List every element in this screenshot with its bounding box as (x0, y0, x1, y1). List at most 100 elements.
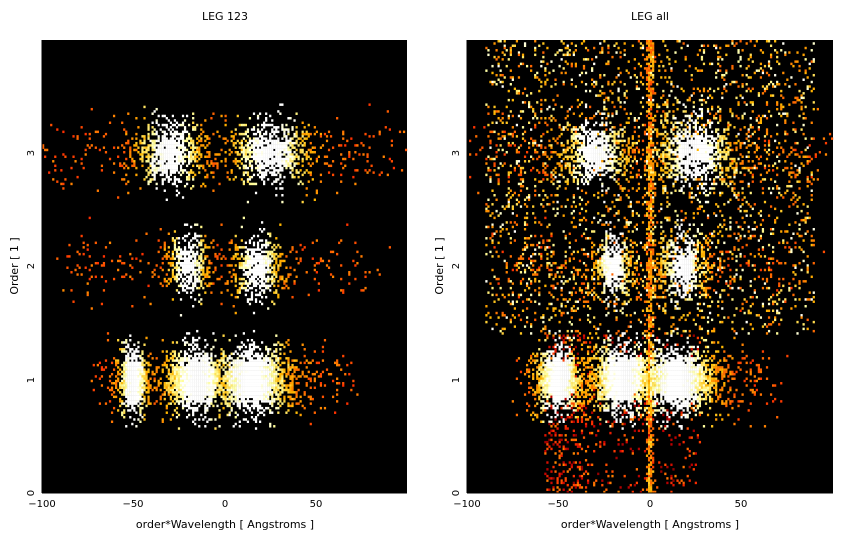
heatmap-cell (261, 137, 264, 140)
heatmap-cell (188, 391, 191, 394)
heatmap-cell (495, 49, 498, 52)
heatmap-cell (194, 232, 197, 235)
heatmap-cell (183, 153, 187, 156)
heatmap-cell (194, 157, 197, 161)
heatmap-cell (151, 164, 154, 168)
heatmap-cell (167, 388, 170, 392)
panel-title: LEG all (631, 10, 669, 23)
heatmap-cell (281, 166, 284, 170)
heatmap-cell (216, 388, 219, 392)
heatmap-cell (238, 286, 241, 290)
heatmap-cell (224, 384, 227, 387)
heatmap-cell (682, 119, 685, 122)
heatmap-cell (293, 155, 296, 158)
heatmap-cell (127, 361, 130, 365)
heatmap-cell (258, 386, 262, 390)
heatmap-cell (200, 243, 203, 247)
heatmap-cell (285, 372, 288, 376)
heatmap-cell (281, 384, 284, 387)
heatmap-cell (254, 141, 258, 145)
heatmap-cell (230, 293, 233, 297)
heatmap-cell (267, 164, 270, 168)
heatmap-cell (125, 400, 128, 403)
heatmap-cell (717, 58, 720, 61)
heatmap-cell (285, 255, 288, 258)
heatmap-cell (261, 302, 264, 306)
heatmap-cell (287, 148, 290, 152)
heatmap-cell (265, 153, 268, 156)
heatmap-cell (562, 42, 565, 45)
heatmap-cell (196, 379, 199, 383)
heatmap-cell (258, 169, 262, 172)
heatmap-cell (273, 291, 276, 294)
heatmap-cell (265, 162, 268, 165)
heatmap-cell (222, 255, 225, 258)
heatmap-cell (275, 128, 278, 131)
heatmap-cell (248, 348, 252, 351)
heatmap-cell (390, 160, 394, 163)
heatmap-cell (173, 144, 177, 147)
heatmap-cell (248, 141, 252, 145)
heatmap-cell (348, 271, 351, 274)
heatmap-cell (117, 377, 120, 380)
heatmap-cell (265, 141, 268, 145)
heatmap-cell (267, 243, 270, 247)
heatmap-cell (248, 395, 252, 399)
heatmap-cell (171, 169, 175, 172)
heatmap-cell (226, 375, 229, 378)
heatmap-cell (248, 239, 252, 242)
heatmap-cell (550, 60, 553, 63)
heatmap-cell (252, 377, 256, 380)
heatmap-cell (267, 150, 270, 154)
heatmap-cell (717, 121, 720, 125)
y-tick-label: 3 (26, 150, 37, 156)
heatmap-cell (208, 395, 211, 399)
heatmap-cell (135, 400, 138, 403)
heatmap-cell (131, 137, 134, 140)
heatmap-cell (311, 257, 314, 260)
heatmap-cell (129, 146, 132, 149)
heatmap-cell (163, 153, 166, 156)
heatmap-cell (183, 284, 187, 288)
heatmap-cell (198, 255, 201, 258)
heatmap-cell (86, 144, 89, 147)
heatmap-cell (497, 62, 500, 66)
heatmap-cell (244, 386, 248, 390)
heatmap-cell (185, 291, 189, 294)
heatmap-cell (179, 314, 183, 317)
heatmap-cell (511, 76, 514, 79)
heatmap-cell (204, 425, 207, 428)
heatmap-cell (127, 180, 130, 183)
heatmap-cell (261, 382, 264, 385)
heatmap-cell (305, 169, 308, 172)
heatmap-cell (171, 114, 175, 118)
heatmap-cell (192, 402, 195, 405)
heatmap-cell (248, 361, 252, 365)
heatmap-cell (117, 379, 120, 383)
heatmap-cell (615, 110, 618, 113)
heatmap-cell (204, 275, 207, 279)
heatmap-cell (139, 271, 142, 274)
heatmap-cell (708, 119, 712, 122)
heatmap-cell (323, 338, 327, 342)
heatmap-cell (202, 379, 205, 383)
heatmap-cell (584, 103, 588, 106)
heatmap-cell (192, 395, 195, 399)
heatmap-cell (194, 363, 197, 367)
heatmap-cell (277, 150, 280, 154)
heatmap-cell (230, 361, 233, 365)
heatmap-cell (165, 357, 168, 360)
heatmap-cell (731, 112, 734, 115)
heatmap-cell (509, 49, 512, 52)
heatmap-cell (123, 386, 126, 390)
heatmap-cell (340, 153, 343, 156)
heatmap-cell (145, 336, 148, 340)
heatmap-cell (214, 370, 217, 374)
heatmap-cell (188, 141, 191, 145)
heatmap-cell (256, 388, 260, 392)
heatmap-cell (258, 273, 262, 276)
heatmap-cell (161, 338, 164, 342)
heatmap-cell (336, 359, 339, 362)
heatmap-cell (190, 250, 193, 254)
heatmap-cell (252, 126, 256, 129)
